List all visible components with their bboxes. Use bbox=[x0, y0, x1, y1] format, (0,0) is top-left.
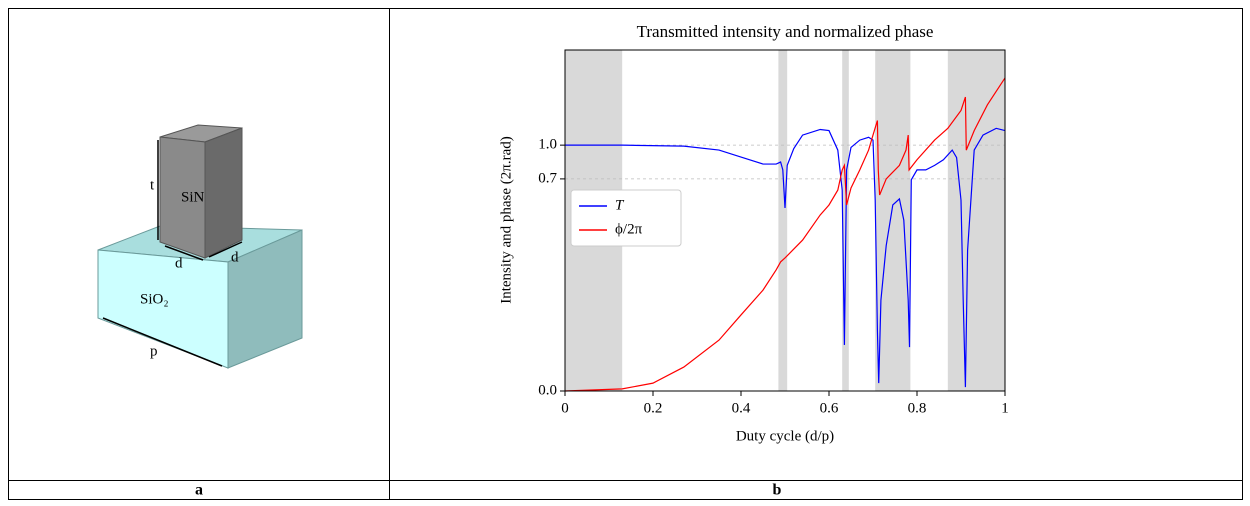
legend-label: ϕ/2π bbox=[615, 221, 643, 237]
series-line bbox=[564, 77, 1006, 392]
label: SiO₂ bbox=[140, 291, 169, 307]
label: p bbox=[150, 343, 158, 359]
label: SiN bbox=[181, 189, 205, 205]
label: d bbox=[175, 255, 183, 271]
caption: b bbox=[773, 482, 782, 499]
caption: a bbox=[195, 482, 203, 499]
y-tick-label: 0.0 bbox=[538, 382, 557, 398]
legend-box bbox=[570, 189, 682, 247]
label: d bbox=[231, 249, 239, 265]
chart-title: Transmitted intensity and normalized pha… bbox=[637, 22, 934, 41]
shaded-region bbox=[947, 50, 1005, 391]
y-axis-title: Intensity and phase (2π.rad) bbox=[498, 136, 514, 304]
shaded-region bbox=[875, 50, 911, 391]
label: t bbox=[150, 177, 155, 193]
x-tick-label: 0.8 bbox=[908, 400, 927, 416]
x-tick-label: 0.2 bbox=[644, 400, 663, 416]
x-tick-label: 0.4 bbox=[732, 400, 751, 416]
table-frame bbox=[8, 8, 1243, 500]
x-tick-label: 0 bbox=[561, 400, 569, 416]
structure-diagram: t SiN d d SiO₂ p bbox=[97, 124, 303, 369]
legend-label: T bbox=[615, 197, 625, 213]
x-tick-label: 1 bbox=[1001, 400, 1009, 416]
shaded-region bbox=[778, 50, 788, 391]
x-tick-label: 0.6 bbox=[820, 400, 839, 416]
series-line bbox=[565, 127, 1006, 388]
x-axis-title: Duty cycle (d/p) bbox=[736, 428, 834, 444]
chart: Transmitted intensity and normalized pha… bbox=[498, 22, 1008, 445]
y-tick-label: 1.0 bbox=[538, 137, 557, 153]
y-tick-label: 0.7 bbox=[538, 170, 557, 186]
plot-frame bbox=[564, 49, 1006, 392]
